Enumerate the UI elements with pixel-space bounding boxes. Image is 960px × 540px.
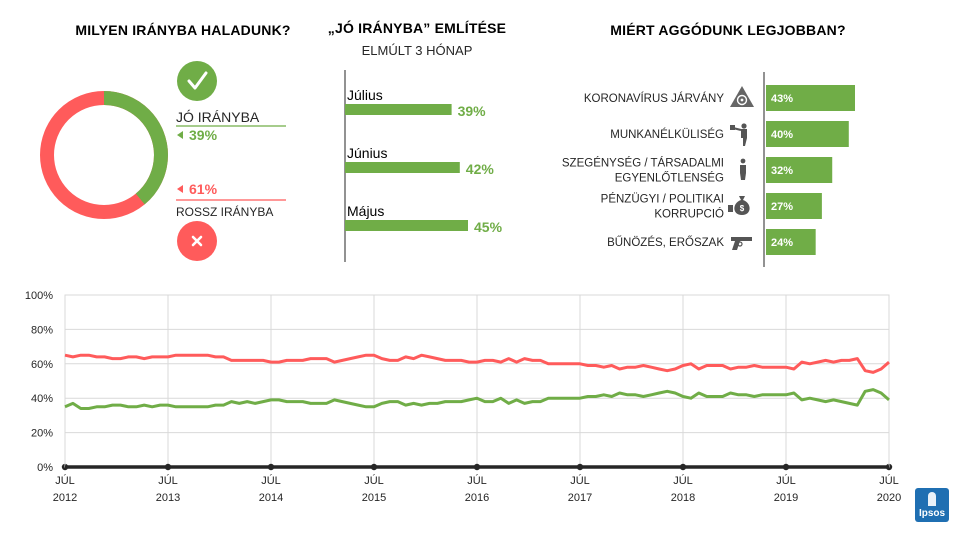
month-label: Május <box>347 203 384 219</box>
x-tick-month: JÚL <box>879 474 899 487</box>
x-tick-year: 2018 <box>671 492 695 504</box>
y-tick-label: 80% <box>31 324 53 336</box>
donut-slice-good <box>40 91 168 219</box>
month-value: 39% <box>458 103 487 119</box>
months-title: „JÓ IRÁNYBA” EMLÍTÉSE <box>328 19 506 36</box>
x-tick-year: 2015 <box>362 492 386 504</box>
x-tick-month: JÚL <box>261 474 281 487</box>
good-label: JÓ IRÁNYBA <box>176 109 260 125</box>
month-label: Június <box>347 145 387 161</box>
bad-value: 61% <box>189 181 218 197</box>
unemployed-person-icon <box>730 123 747 146</box>
y-tick-label: 60% <box>31 359 53 371</box>
month-bar <box>345 104 452 115</box>
worry-value: 40% <box>771 129 793 141</box>
donut-title: MILYEN IRÁNYBA HALADUNK? <box>75 22 290 38</box>
worry-label: PÉNZÜGYI / POLITIKAI <box>601 193 724 206</box>
worry-bar <box>766 85 855 111</box>
worry-bar <box>766 193 822 219</box>
cross-icon <box>191 235 203 247</box>
x-tick-month: JÚL <box>467 474 487 487</box>
bad-pointer <box>177 185 183 193</box>
worry-label: SZEGÉNYSÉG / TÁRSADALMI <box>562 157 724 170</box>
worry-bar <box>766 121 849 147</box>
x-tick-month: JÚL <box>55 474 75 487</box>
worry-label: KORONAVÍRUS JÁRVÁNY <box>584 92 724 105</box>
x-tick-year: 2019 <box>774 492 798 504</box>
y-tick-label: 40% <box>31 393 53 405</box>
y-tick-label: 20% <box>31 428 53 440</box>
worries-bar-chart: 43% KORONAVÍRUS JÁRVÁNY 40% MUNKANÉLKÜLISÉG… <box>562 85 855 255</box>
worry-bar <box>766 157 833 183</box>
x-tick-month: JÚL <box>776 474 796 487</box>
trend-line-chart: 0% 20% 40% 60% 80% 100% JÚL 2012 JÚL 2013 JÚL 2014 J… <box>25 290 901 504</box>
worry-value: 24% <box>771 237 793 249</box>
gun-icon <box>731 237 752 250</box>
x-tick-year: 2016 <box>465 492 489 504</box>
infographic: MILYEN IRÁNYBA HALADUNK? JÓ IRÁNYBA 39% … <box>25 19 901 504</box>
y-tick-label: 100% <box>25 290 53 302</box>
x-tick-month: JÚL <box>673 474 693 487</box>
worry-value: 43% <box>771 93 793 105</box>
month-bar <box>345 162 460 173</box>
month-value: 45% <box>474 219 503 235</box>
x-tick-year: 2012 <box>53 492 77 504</box>
worry-label: BŰNÖZÉS, ERŐSZAK <box>607 235 724 249</box>
check-icon <box>187 71 208 90</box>
x-tick-year: 2014 <box>259 492 283 504</box>
series-line-bad <box>64 353 890 374</box>
biohazard-icon <box>730 86 754 107</box>
worry-bar <box>766 229 816 255</box>
svg-text:$: $ <box>740 204 745 213</box>
person-icon <box>740 158 746 180</box>
months-subtitle: ELMÚLT 3 HÓNAP <box>362 43 473 58</box>
worry-value: 32% <box>771 165 793 177</box>
worry-label: MUNKANÉLKÜLISÉG <box>610 128 724 141</box>
worry-value: 27% <box>771 201 793 213</box>
money-bag-icon: $ <box>728 196 750 215</box>
worry-label: KORRUPCIÓ <box>654 208 724 221</box>
months-bar-chart: Július 39% Június 42% Május 45% <box>345 87 503 235</box>
x-tick-year: 2017 <box>568 492 592 504</box>
ipsos-logo: Ipsos <box>915 488 949 522</box>
worries-title: MIÉRT AGGÓDUNK LEGJOBBAN? <box>610 21 845 38</box>
worry-label: EGYENLŐTLENSÉG <box>615 171 724 185</box>
x-tick-year: 2013 <box>156 492 180 504</box>
good-marker <box>177 61 217 101</box>
series-line-good <box>64 388 890 410</box>
good-value: 39% <box>189 127 218 143</box>
bad-label: ROSSZ IRÁNYBA <box>176 204 273 219</box>
good-pointer <box>177 131 183 139</box>
x-tick-month: JÚL <box>570 474 590 487</box>
x-tick-month: JÚL <box>364 474 384 487</box>
good-badge <box>177 61 217 101</box>
x-tick-month: JÚL <box>158 474 178 487</box>
direction-donut <box>40 91 168 219</box>
month-value: 42% <box>466 161 495 177</box>
y-tick-label: 0% <box>37 462 53 474</box>
bad-marker <box>177 221 217 261</box>
month-label: Július <box>347 87 383 103</box>
month-bar <box>345 220 468 231</box>
x-tick-year: 2020 <box>877 492 901 504</box>
